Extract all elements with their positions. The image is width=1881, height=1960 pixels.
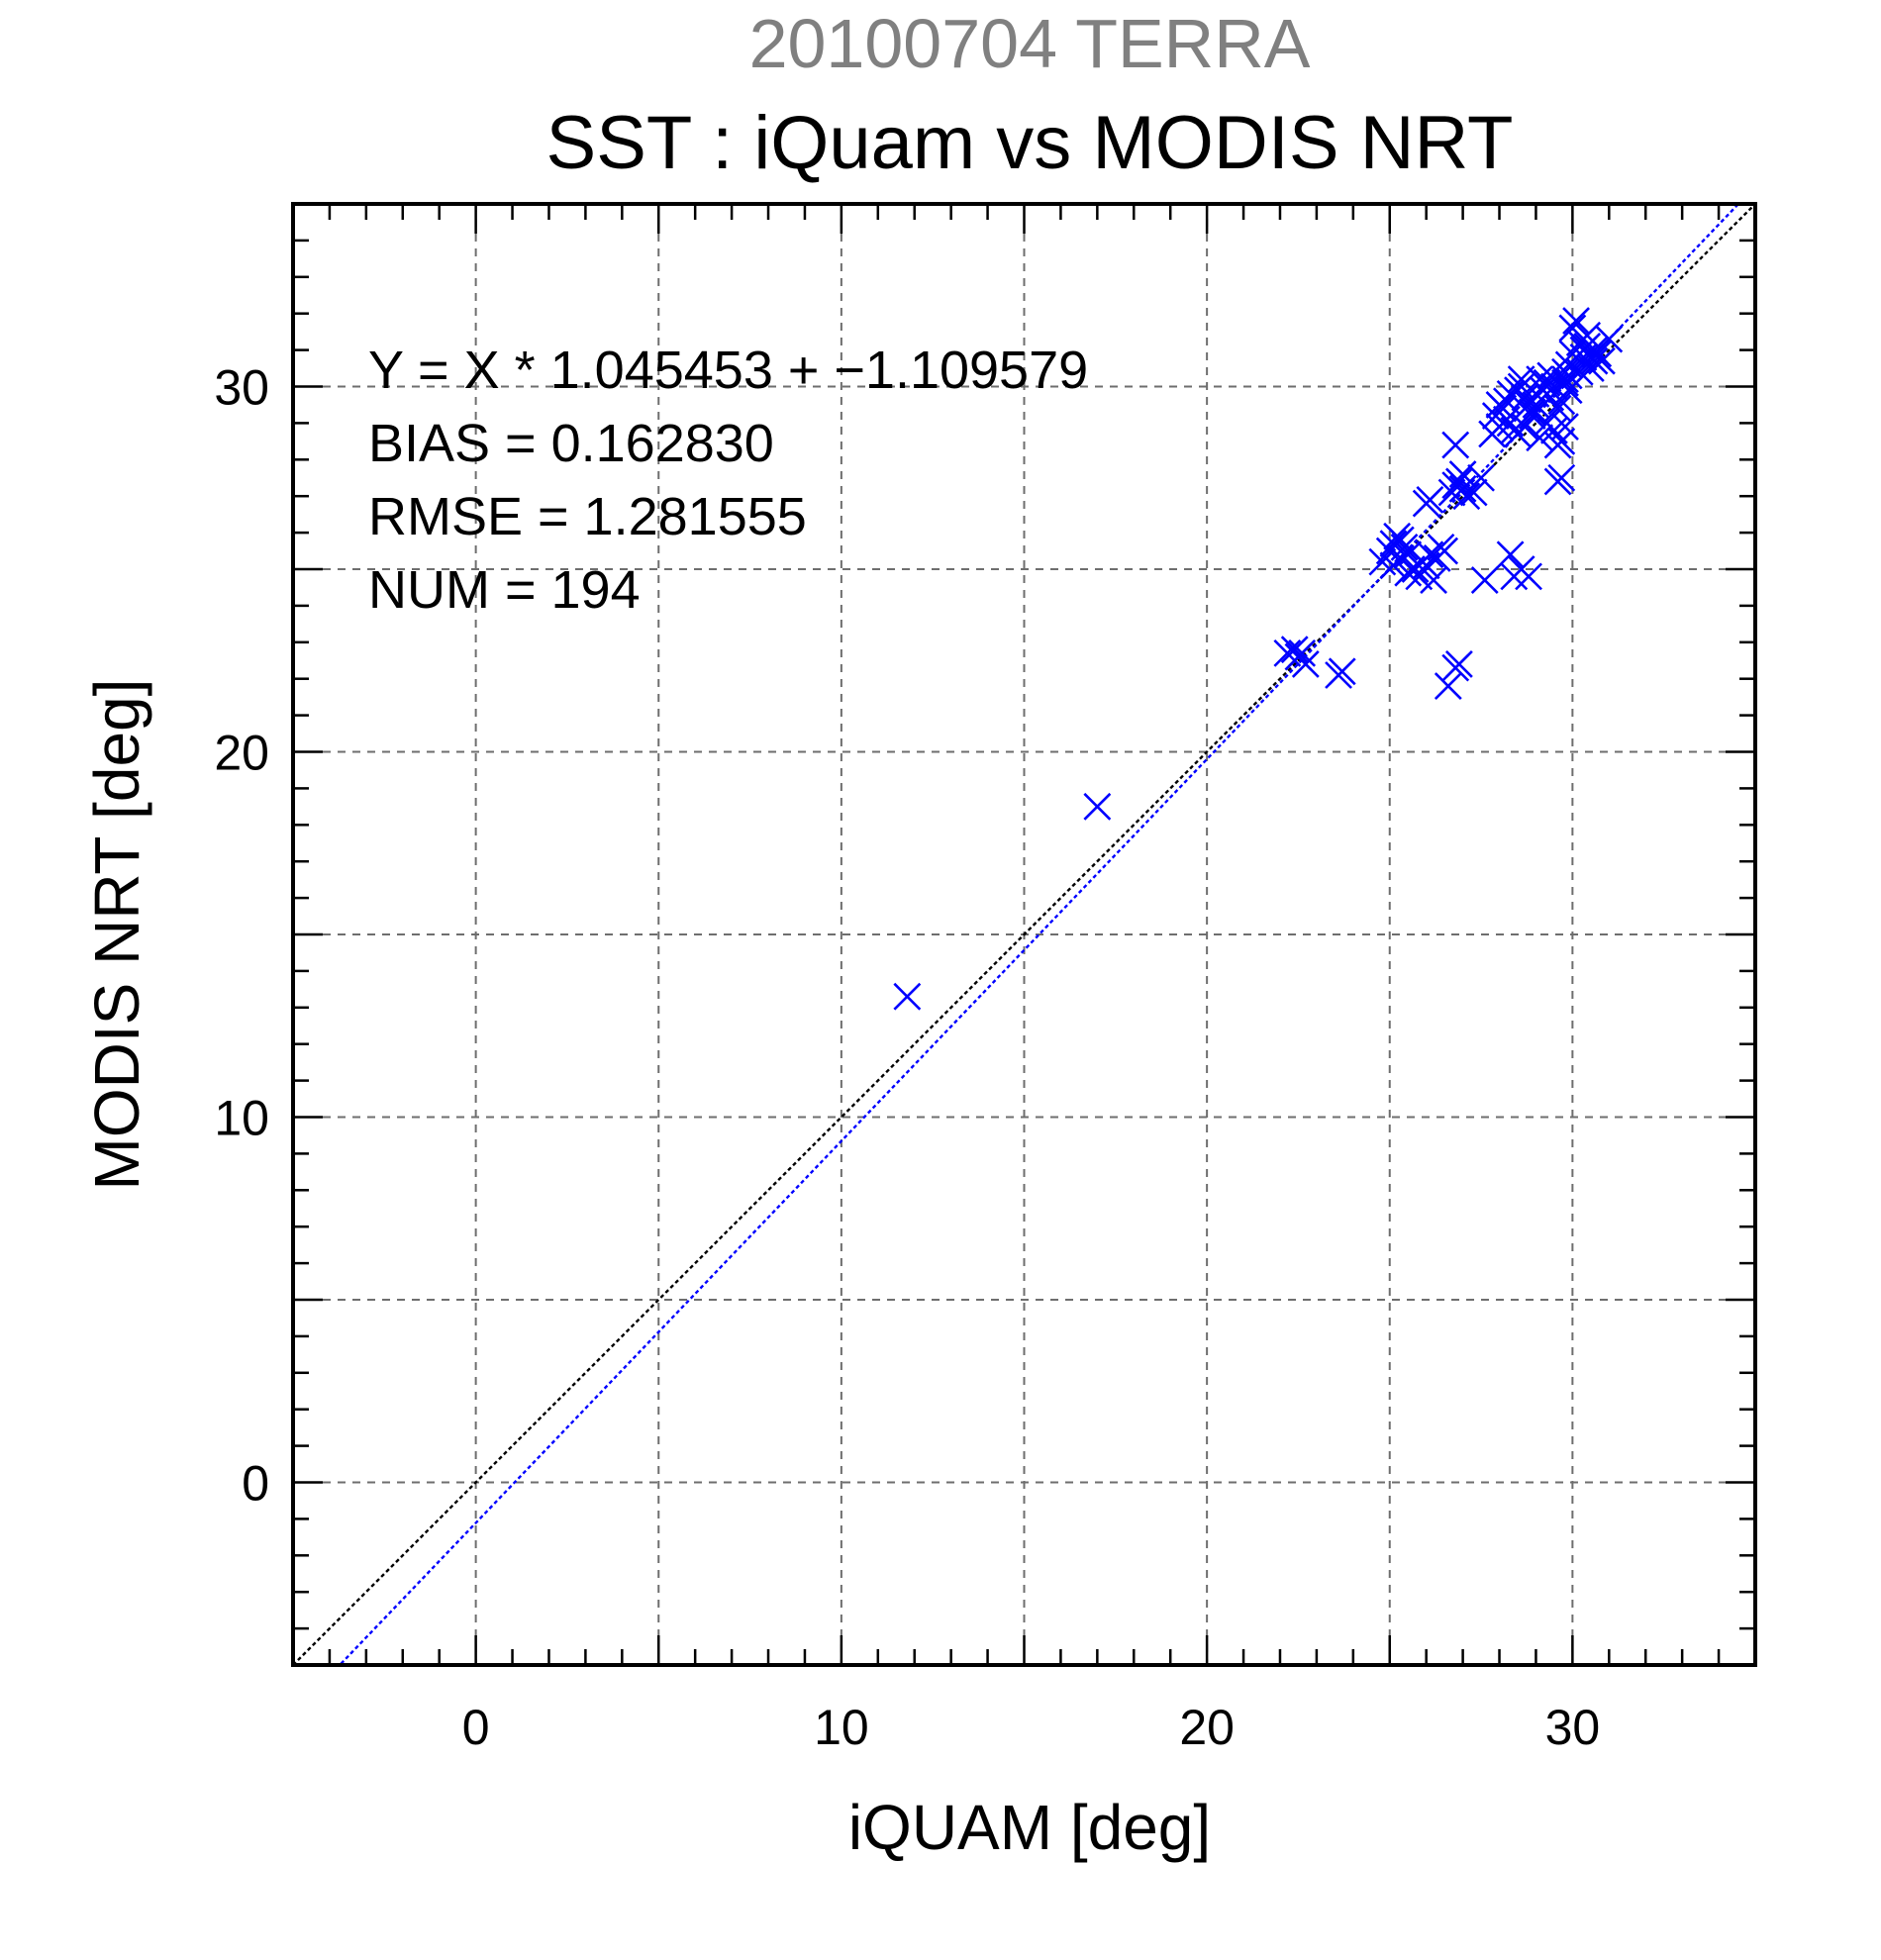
- data-point: [1496, 379, 1525, 408]
- data-point: [1515, 562, 1542, 591]
- data-point: [1459, 478, 1488, 507]
- x-tick-label: 10: [814, 1700, 869, 1755]
- data-point: [1416, 485, 1444, 514]
- data-point: [1507, 365, 1535, 394]
- data-point: [1551, 413, 1579, 441]
- identity-line: [293, 204, 1755, 1665]
- y-tick-label: 10: [214, 1091, 269, 1146]
- data-point: [1518, 402, 1546, 430]
- data-point: [1328, 657, 1356, 686]
- x-tick-label: 20: [1179, 1700, 1235, 1755]
- data-point: [1412, 551, 1440, 580]
- data-point: [1547, 463, 1576, 492]
- data-point: [1420, 566, 1447, 594]
- x-tick-labels: 0 10 20 30: [462, 1700, 1600, 1755]
- y-tick-label: 0: [242, 1456, 269, 1512]
- data-point: [1558, 340, 1587, 368]
- fit-equation: Y = X * 1.045453 + −1.109579: [368, 341, 1088, 400]
- data-point: [1448, 460, 1477, 488]
- data-point: [1448, 474, 1477, 503]
- data-point: [1280, 636, 1309, 664]
- data-point: [1518, 398, 1546, 427]
- data-point: [1492, 405, 1521, 434]
- data-point: [1288, 638, 1317, 667]
- data-point: [1584, 340, 1613, 368]
- data-point: [893, 982, 922, 1011]
- data-point: [1434, 672, 1462, 700]
- grid-lines: [293, 204, 1755, 1665]
- data-point: [1470, 566, 1499, 594]
- y-axis-label: MODIS NRT [deg]: [81, 679, 152, 1191]
- x-axis-label: iQUAM [deg]: [848, 1792, 1211, 1863]
- data-point: [1551, 357, 1579, 386]
- data-point: [1441, 431, 1470, 459]
- chart-super-title: 20100704 TERRA: [749, 5, 1311, 82]
- data-point: [1291, 650, 1320, 678]
- data-point: [1522, 391, 1550, 419]
- chart-title: SST : iQuam vs MODIS NRT: [546, 101, 1514, 185]
- num-stat: NUM = 194: [368, 560, 641, 620]
- data-point: [1467, 463, 1495, 492]
- plot-frame: [291, 202, 1757, 1667]
- axis-ticks: [293, 204, 1755, 1665]
- data-point: [1551, 368, 1579, 397]
- data-points: [893, 307, 1624, 1011]
- x-tick-label: 0: [462, 1700, 490, 1755]
- y-tick-labels: 0 10 20 30: [214, 360, 269, 1512]
- data-point: [1543, 431, 1572, 459]
- data-point: [1273, 638, 1302, 667]
- bias-stat: BIAS = 0.162830: [368, 414, 774, 473]
- data-point: [1558, 314, 1587, 343]
- data-point: [1379, 530, 1408, 558]
- data-point: [1394, 558, 1423, 587]
- data-point: [1390, 533, 1419, 561]
- data-point: [1444, 650, 1473, 678]
- x-tick-label: 30: [1545, 1700, 1601, 1755]
- y-tick-label: 20: [214, 726, 269, 781]
- data-point: [1580, 346, 1609, 375]
- data-point: [1595, 325, 1624, 353]
- data-point: [1083, 792, 1112, 821]
- data-point: [1554, 376, 1583, 405]
- y-tick-label: 30: [214, 360, 269, 416]
- data-point: [1427, 533, 1455, 561]
- data-point: [1576, 354, 1605, 382]
- rmse-stat: RMSE = 1.281555: [368, 487, 807, 546]
